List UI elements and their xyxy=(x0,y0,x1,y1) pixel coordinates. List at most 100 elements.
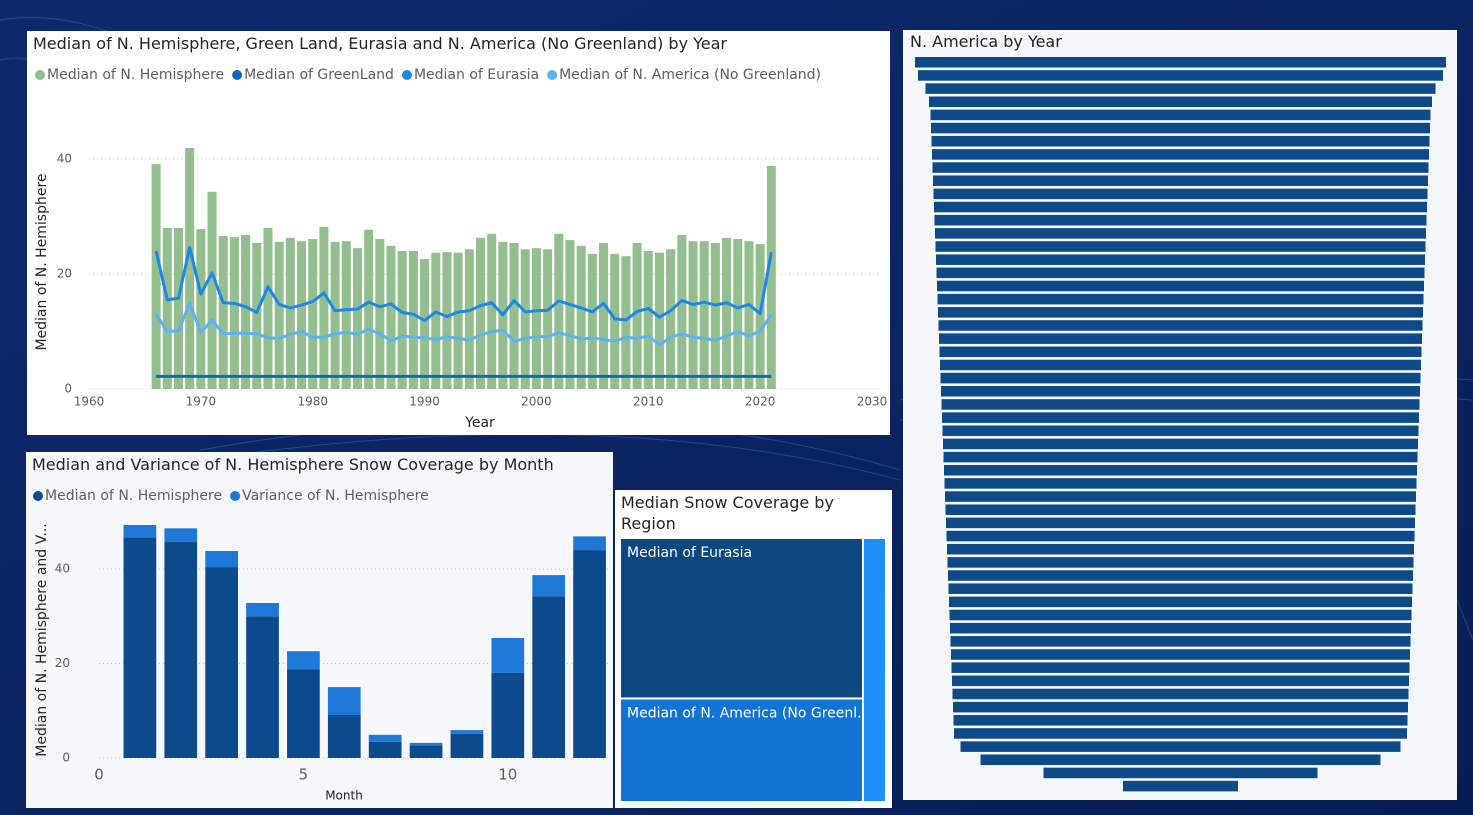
funnel-bar xyxy=(918,70,1443,81)
bar xyxy=(185,148,195,389)
bar xyxy=(241,234,251,389)
funnel-bar xyxy=(934,201,1427,213)
funnel-bar xyxy=(951,662,1410,673)
funnel-bar xyxy=(935,241,1426,252)
bar xyxy=(252,242,262,389)
funnel-bar xyxy=(931,122,1430,134)
bar-segment xyxy=(246,603,279,617)
treemap-cell xyxy=(621,539,862,698)
bar xyxy=(654,252,664,389)
bar-segment xyxy=(491,637,525,673)
bar xyxy=(218,236,228,389)
bar-segment xyxy=(368,734,402,742)
legend-marker xyxy=(230,491,241,501)
funnel-bar xyxy=(936,267,1425,279)
x-tick-label: 1980 xyxy=(297,395,328,409)
bar-segment xyxy=(450,730,484,734)
legend-marker xyxy=(35,70,45,80)
bar xyxy=(733,238,743,389)
funnel-bar xyxy=(942,412,1419,423)
bar xyxy=(285,237,295,389)
bar-segment xyxy=(246,616,279,758)
bar xyxy=(487,233,497,389)
bar xyxy=(710,242,720,389)
bar-segment xyxy=(287,651,320,670)
funnel-bar xyxy=(943,451,1418,463)
funnel-bar xyxy=(945,504,1416,515)
bar xyxy=(420,259,430,389)
bar xyxy=(599,242,609,389)
treemap-cell xyxy=(863,539,885,801)
x-tick-label: 2030 xyxy=(857,395,888,409)
y-axis-title: Median of N. Hemisphere xyxy=(34,173,50,350)
funnel-bar xyxy=(949,596,1412,608)
funnel-bar xyxy=(947,557,1414,568)
chart-title: N. America by Year xyxy=(910,32,1062,51)
legend-marker xyxy=(547,70,558,80)
bar xyxy=(766,165,776,389)
funnel-bar xyxy=(929,96,1432,108)
funnel-bar xyxy=(952,688,1409,700)
bar xyxy=(308,238,318,389)
bar-segment xyxy=(123,525,157,538)
bar-segment xyxy=(573,550,606,758)
funnel-bar xyxy=(980,754,1381,766)
funnel-bar xyxy=(948,583,1413,594)
funnel-bar xyxy=(943,438,1418,450)
legend-label: Median of GreenLand xyxy=(244,67,394,83)
funnel-bar xyxy=(941,399,1420,410)
bar xyxy=(173,228,183,389)
bar xyxy=(543,249,553,389)
legend-label: Median of Eurasia xyxy=(414,67,539,83)
bar xyxy=(565,240,575,389)
funnel-bar xyxy=(947,543,1414,555)
funnel-bar xyxy=(931,135,1430,147)
x-tick-label: 5 xyxy=(299,766,309,784)
legend-marker xyxy=(232,70,243,80)
bar xyxy=(576,245,586,389)
chart-title: Median Snow Coverage by Region xyxy=(621,493,834,533)
funnel-bar xyxy=(933,188,1428,200)
bar xyxy=(229,237,239,389)
chart-title: Median and Variance of N. Hemisphere Sno… xyxy=(32,455,554,474)
y-tick-label: 20 xyxy=(57,267,72,281)
x-tick-label: 10 xyxy=(498,766,517,784)
bar xyxy=(677,234,687,389)
funnel-bar xyxy=(946,517,1415,529)
funnel-bar xyxy=(944,464,1417,476)
bar xyxy=(610,253,620,389)
funnel-bar xyxy=(933,175,1428,186)
bar-segment xyxy=(450,733,484,758)
funnel-bar xyxy=(925,83,1436,94)
x-tick-label: 2010 xyxy=(633,395,664,409)
bar xyxy=(330,241,340,389)
bar xyxy=(375,238,385,389)
funnel-bar xyxy=(935,228,1426,239)
bar xyxy=(699,241,709,389)
bar-segment xyxy=(409,742,443,746)
treemap-label: Median of N. America (No Greenl... xyxy=(627,705,870,721)
funnel-bar xyxy=(948,570,1413,581)
bar xyxy=(688,241,698,389)
funnel-bar xyxy=(953,701,1408,713)
funnel-bar xyxy=(938,320,1423,331)
funnel-bar xyxy=(937,293,1424,305)
bar xyxy=(722,237,732,389)
funnel-bar xyxy=(950,622,1411,634)
bar xyxy=(386,245,396,389)
y-tick-label: 40 xyxy=(57,152,72,166)
bar xyxy=(196,229,206,389)
bar xyxy=(352,248,362,389)
bar xyxy=(364,229,374,389)
chart-title: Median of N. Hemisphere, Green Land, Eur… xyxy=(33,34,727,53)
bar-segment xyxy=(327,687,361,715)
line xyxy=(154,301,773,347)
funnel-bar xyxy=(941,386,1420,397)
bar-segment xyxy=(205,567,238,758)
funnel-bar xyxy=(952,675,1409,687)
bar xyxy=(162,228,172,389)
bar xyxy=(464,249,474,389)
x-tick-label: 1960 xyxy=(74,395,105,409)
legend-label: Median of N. Hemisphere xyxy=(45,488,222,504)
